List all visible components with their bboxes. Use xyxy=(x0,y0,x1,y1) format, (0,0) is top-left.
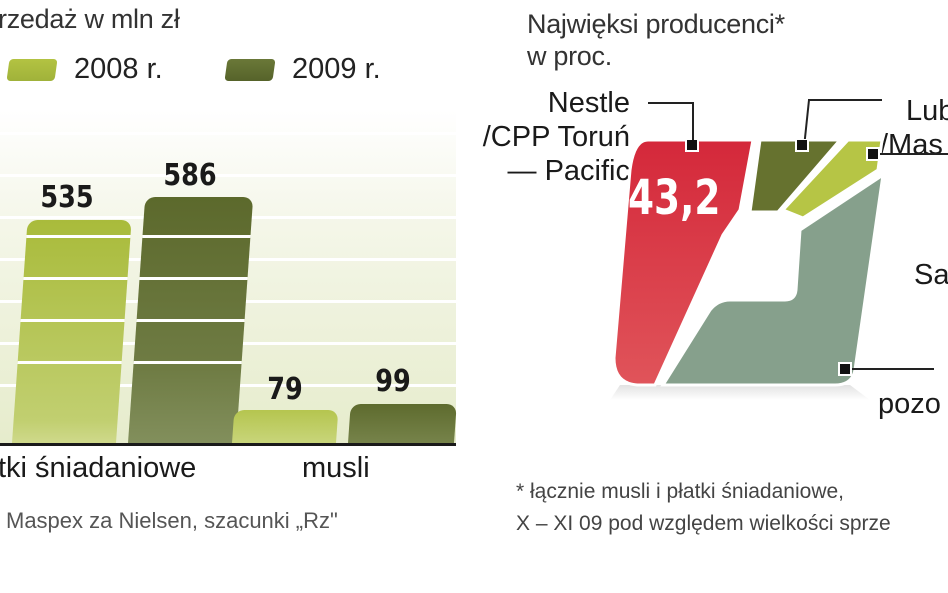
footnote: * łącznie musli i płatki śniadaniowe, X … xyxy=(516,476,891,540)
leader-nestle xyxy=(692,102,694,140)
legend-swatch-2009 xyxy=(224,58,276,81)
bar-value-platki-2009: 586 xyxy=(163,158,217,193)
pie-chart-title: Najwięksi producenci* w proc. xyxy=(527,8,785,72)
segment-2 xyxy=(748,138,844,214)
label-nestle-line1: Nestle xyxy=(547,87,630,119)
bar-musli-2009 xyxy=(348,404,457,443)
legend-label-2009: 2009 r. xyxy=(292,53,381,85)
source-note: Maspex za Nielsen, szacunki „Rz" xyxy=(6,508,338,533)
label-nestle: Nestle /CPP Toruń — Pacific xyxy=(460,86,630,188)
footnote-line2: X – XI 09 pod względem wielkości sprze xyxy=(516,512,891,535)
bar-gridline xyxy=(20,319,125,322)
label-lub-line1: Lub xyxy=(906,95,948,127)
bar-gridline xyxy=(142,235,251,238)
leader-segment2 xyxy=(808,99,882,101)
bar-musli-2008 xyxy=(232,410,339,443)
bar-chart-title: rzedaż w mln zł xyxy=(0,4,180,34)
bar-gridline xyxy=(23,277,128,280)
bar-gridline xyxy=(133,361,242,364)
bar-gridline xyxy=(17,361,122,364)
bar-gridline xyxy=(26,235,131,238)
category-label-platki: tki śniadaniowe xyxy=(0,452,197,484)
square-pie-chart xyxy=(610,138,885,400)
marker-segment2 xyxy=(795,138,809,152)
gridline xyxy=(0,132,456,135)
marker-segment3 xyxy=(866,147,880,161)
legend-swatch-2008 xyxy=(6,58,58,81)
leader-nestle xyxy=(648,102,694,104)
legend-label-2008: 2008 r. xyxy=(74,53,163,85)
bar-platki-2009 xyxy=(128,197,254,443)
label-nestle-line3: — Pacific xyxy=(507,155,630,187)
leader-rest xyxy=(852,368,934,370)
bar-platki-2008 xyxy=(12,220,132,443)
label-pozo: pozo xyxy=(878,388,941,420)
bar-value-musli-2008: 79 xyxy=(267,372,303,407)
bar-gridline xyxy=(136,319,245,322)
bar-value-musli-2009: 99 xyxy=(375,364,411,399)
marker-rest xyxy=(838,362,852,376)
label-nestle-line2: /CPP Toruń xyxy=(482,121,630,153)
label-lub-line2: /Mas xyxy=(880,129,943,161)
bar-value-platki-2008: 535 xyxy=(40,180,94,215)
legend-item-2008: 2008 r. xyxy=(6,53,163,86)
marker-nestle xyxy=(685,138,699,152)
x-axis-baseline xyxy=(0,443,456,446)
gridline xyxy=(0,174,456,177)
footnote-line1: * łącznie musli i płatki śniadaniowe, xyxy=(516,480,844,503)
nestle-value: 43,2 xyxy=(628,170,721,226)
label-lub: Lub /Mas xyxy=(880,94,948,162)
leader-segment3 xyxy=(880,153,948,155)
pie-title-line1: Najwięksi producenci* xyxy=(527,9,785,39)
segment-3 xyxy=(780,138,884,220)
category-label-musli: musli xyxy=(302,452,370,484)
legend-item-2009: 2009 r. xyxy=(224,53,381,86)
segment-nestle xyxy=(612,138,755,387)
pie-title-line2: w proc. xyxy=(527,41,612,71)
label-sa: Sa xyxy=(914,259,948,291)
segment-rest xyxy=(660,171,885,387)
bar-gridline xyxy=(139,277,248,280)
